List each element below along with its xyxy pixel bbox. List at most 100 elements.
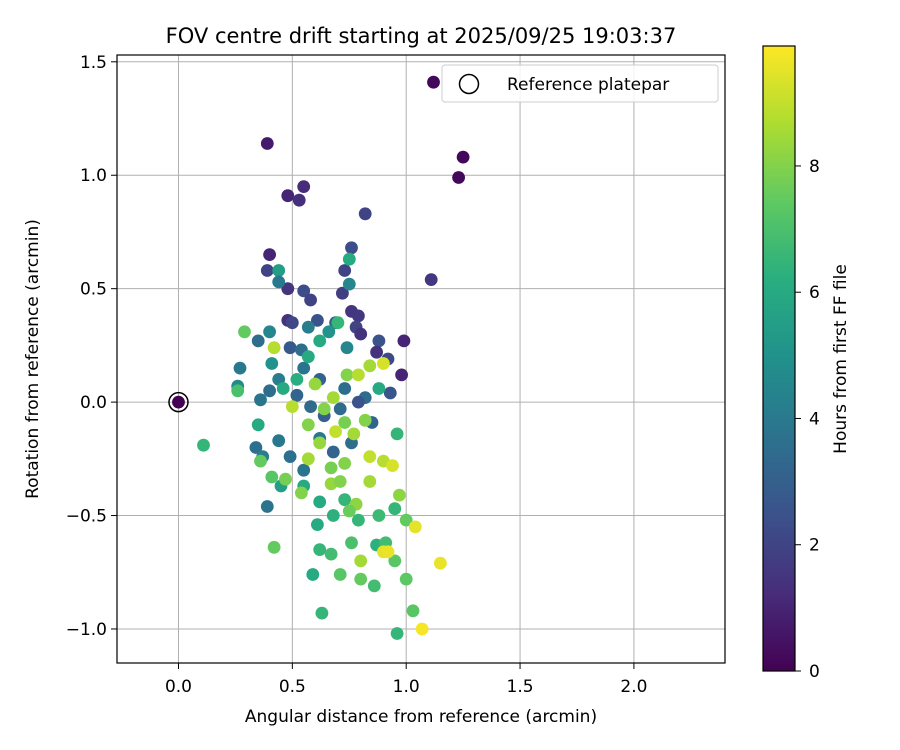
data-point [372, 382, 386, 395]
data-point [315, 606, 329, 620]
data-point [276, 382, 290, 395]
data-point [263, 248, 276, 261]
data-point [427, 75, 440, 89]
data-point [197, 438, 210, 452]
data-point [352, 309, 365, 323]
data-point [390, 627, 404, 640]
data-point [354, 554, 368, 568]
reference-point-ring [168, 391, 189, 413]
data-point [290, 388, 304, 402]
data-point [336, 286, 349, 300]
data-point [297, 180, 311, 194]
reference-point [168, 391, 189, 413]
data-point [324, 461, 338, 475]
data-point [338, 493, 352, 507]
data-point [311, 314, 324, 327]
data-point [395, 368, 408, 382]
legend-marker-icon [458, 73, 480, 95]
colorbar-frame [762, 45, 796, 672]
data-point [272, 434, 286, 448]
data-point [352, 368, 365, 382]
data-point [372, 509, 386, 522]
data-point [290, 373, 304, 386]
colorbar-tick-label: 2 [809, 536, 820, 556]
data-point [383, 386, 397, 400]
data-point [292, 193, 306, 207]
data-point [279, 472, 292, 486]
data-point [397, 334, 411, 348]
data-point [333, 475, 347, 488]
data-point [267, 341, 281, 355]
data-point [238, 325, 251, 339]
y-tick-label: 0.0 [80, 393, 107, 413]
x-tick-label: 2.0 [620, 677, 647, 697]
data-point [254, 454, 267, 468]
data-point [301, 418, 315, 432]
data-point [338, 382, 352, 395]
data-point [272, 275, 286, 289]
data-point [313, 495, 327, 509]
data-point [322, 325, 336, 339]
data-point [304, 400, 317, 413]
x-tick-label: 1.5 [507, 677, 534, 697]
data-point [388, 502, 402, 516]
data-point [358, 413, 372, 427]
data-point [338, 416, 352, 429]
data-point [263, 384, 276, 398]
y-tick-label: −0.5 [66, 507, 107, 527]
data-point [313, 334, 327, 348]
data-point [265, 357, 279, 370]
data-point [297, 284, 311, 298]
data-point [390, 427, 404, 441]
x-axis-ticks: 0.0 0.5 1.0 1.5 2.0 [165, 663, 647, 697]
data-point [260, 137, 274, 150]
data-point [233, 361, 247, 375]
data-point [297, 361, 311, 375]
data-point [306, 568, 320, 581]
data-point [363, 450, 377, 463]
x-axis-label: Angular distance from reference (arcmin) [245, 707, 597, 727]
data-point [333, 568, 347, 581]
data-point [329, 425, 342, 438]
data-point [363, 475, 377, 488]
legend-entry-reference: Reference platepar [507, 75, 669, 95]
data-point [263, 325, 276, 339]
data-point [424, 273, 438, 286]
data-point [301, 452, 315, 466]
data-point [308, 377, 322, 391]
legend-box [441, 64, 719, 103]
data-point [370, 345, 383, 359]
data-point [372, 334, 386, 348]
data-point [342, 277, 356, 291]
data-point [386, 459, 399, 472]
y-tick-label: 1.5 [80, 53, 107, 73]
data-point [354, 327, 368, 341]
data-point [358, 207, 372, 221]
y-axis-label: Rotation from reference (arcmin) [23, 219, 43, 499]
plot-frame [116, 54, 726, 664]
data-point [254, 393, 267, 407]
data-point [345, 241, 358, 255]
data-point [340, 341, 354, 355]
data-point [367, 579, 381, 593]
data-point [415, 622, 429, 636]
data-point [377, 357, 390, 370]
data-point [231, 384, 245, 398]
data-point [340, 368, 354, 382]
y-axis-ticks: −1.0 −0.5 0.0 0.5 1.0 1.5 [66, 53, 117, 640]
data-point [326, 445, 340, 459]
data-point [354, 572, 368, 586]
data-point [311, 518, 324, 531]
data-point [434, 556, 447, 570]
data-point [281, 189, 295, 203]
data-point [333, 402, 347, 416]
data-point [249, 441, 263, 454]
colorbar-tick-label: 0 [809, 662, 820, 682]
data-point [331, 316, 345, 330]
legend: Reference platepar [441, 64, 719, 103]
data-point [338, 457, 352, 470]
data-point [342, 504, 356, 518]
data-point [324, 547, 338, 561]
